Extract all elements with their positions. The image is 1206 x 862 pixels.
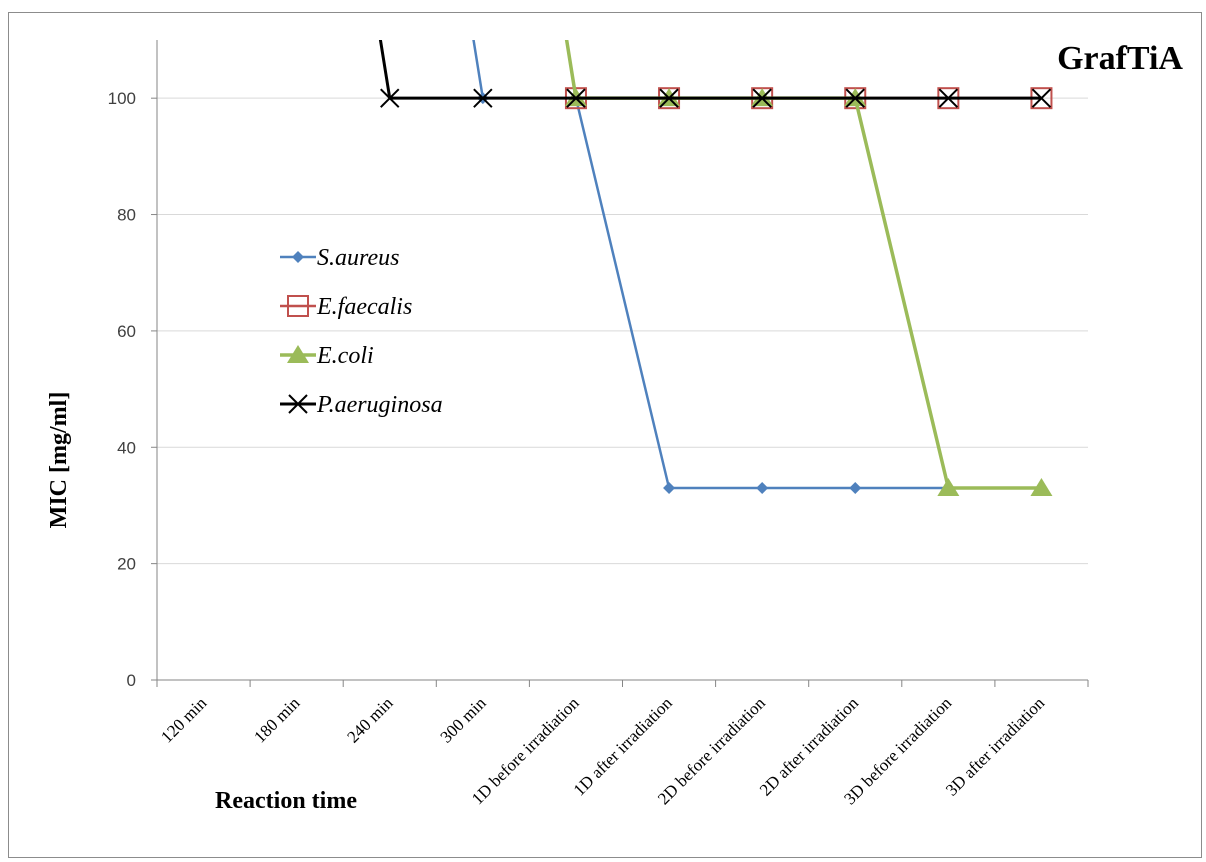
series-lines	[378, 40, 1053, 496]
data-point	[845, 88, 865, 108]
legend-entry: E.faecalis	[280, 294, 412, 320]
y-tick-label: 40	[117, 438, 136, 457]
y-tick-label: 80	[117, 206, 136, 225]
data-point	[756, 482, 769, 494]
chart-title: GrafTiA	[1057, 40, 1183, 77]
legend-label: E.coli	[316, 343, 374, 369]
legend-label: P.aeruginosa	[316, 392, 443, 418]
x-tick-label: 120 min	[157, 693, 211, 747]
x-tick-label: 1D after irradiation	[570, 693, 677, 800]
x-tick-label: 2D after irradiation	[756, 693, 863, 800]
data-point	[663, 482, 676, 494]
chart-frame	[8, 12, 1202, 858]
y-tick-label: 0	[127, 671, 136, 690]
axes: 0 20 40 60 80 100 120 min 180 min 240 min 300 min…	[108, 40, 1089, 808]
legend-marker	[287, 295, 309, 317]
legend-marker	[292, 251, 304, 263]
x-tick-label: 240 min	[343, 693, 397, 747]
y-tick-label: 20	[117, 555, 136, 574]
data-point	[937, 478, 960, 496]
series-e-coli	[564, 40, 1053, 496]
data-point	[566, 88, 586, 108]
y-axis-title: MIC [mg/ml]	[46, 392, 72, 529]
data-point	[473, 88, 493, 108]
x-axis-title: Reaction time	[215, 788, 357, 814]
data-point	[380, 88, 400, 108]
legend-label: S.aureus	[317, 245, 399, 271]
series-line	[564, 40, 1042, 490]
data-point	[1031, 88, 1052, 108]
data-point	[659, 88, 679, 108]
legend: S.aureus E.faecalis E.coli P.aeruginosa	[280, 245, 443, 418]
data-point	[938, 88, 959, 108]
legend-entry: E.coli	[280, 343, 374, 369]
series-line	[472, 40, 949, 490]
legend-marker	[288, 394, 308, 414]
legend-entry: P.aeruginosa	[280, 392, 443, 418]
data-point	[849, 482, 862, 494]
series-s-aureus	[472, 40, 955, 494]
y-tick-label: 100	[108, 89, 136, 108]
x-tick-label: 300 min	[437, 693, 491, 747]
series-p-aeruginosa	[378, 40, 1052, 108]
series-line	[378, 40, 1042, 100]
legend-marker	[287, 345, 309, 363]
data-point	[752, 88, 772, 108]
legend-entry: S.aureus	[280, 245, 399, 271]
y-tick-label: 60	[117, 322, 136, 341]
x-tick-label: 180 min	[250, 693, 304, 747]
data-point	[1030, 478, 1053, 496]
legend-label: E.faecalis	[316, 294, 412, 320]
x-tick-label: 3D after irradiation	[942, 693, 1049, 800]
